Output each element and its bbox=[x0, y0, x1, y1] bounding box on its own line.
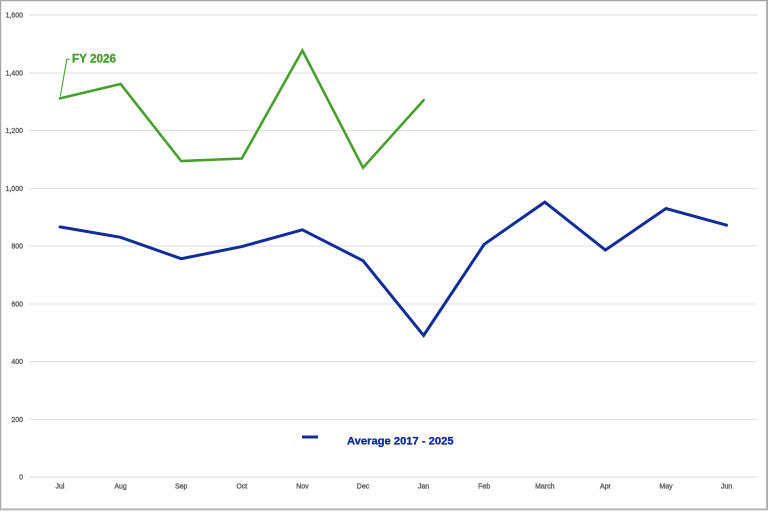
svg-text:1,000: 1,000 bbox=[5, 186, 23, 193]
svg-text:Jan: Jan bbox=[418, 483, 429, 490]
svg-text:Aug: Aug bbox=[114, 483, 127, 490]
svg-text:1,600: 1,600 bbox=[5, 13, 23, 20]
svg-text:600: 600 bbox=[11, 301, 23, 308]
svg-text:FY 2026: FY 2026 bbox=[72, 53, 116, 66]
svg-text:1,400: 1,400 bbox=[5, 70, 23, 77]
svg-text:Average 2017 - 2025: Average 2017 - 2025 bbox=[347, 436, 454, 448]
svg-text:Feb: Feb bbox=[478, 483, 490, 490]
svg-text:800: 800 bbox=[11, 244, 23, 251]
svg-text:Jun: Jun bbox=[721, 483, 732, 490]
svg-text:Oct: Oct bbox=[236, 483, 247, 490]
svg-text:Nov: Nov bbox=[296, 483, 309, 490]
svg-text:1,200: 1,200 bbox=[5, 128, 23, 135]
svg-text:Dec: Dec bbox=[357, 483, 370, 490]
svg-text:May: May bbox=[659, 483, 673, 490]
svg-text:Sep: Sep bbox=[175, 483, 188, 490]
svg-text:Apr: Apr bbox=[600, 483, 612, 490]
svg-text:400: 400 bbox=[11, 359, 23, 366]
svg-text:0: 0 bbox=[19, 475, 23, 482]
svg-text:March: March bbox=[535, 483, 555, 490]
svg-text:200: 200 bbox=[11, 417, 23, 424]
svg-text:Jul: Jul bbox=[56, 483, 65, 490]
